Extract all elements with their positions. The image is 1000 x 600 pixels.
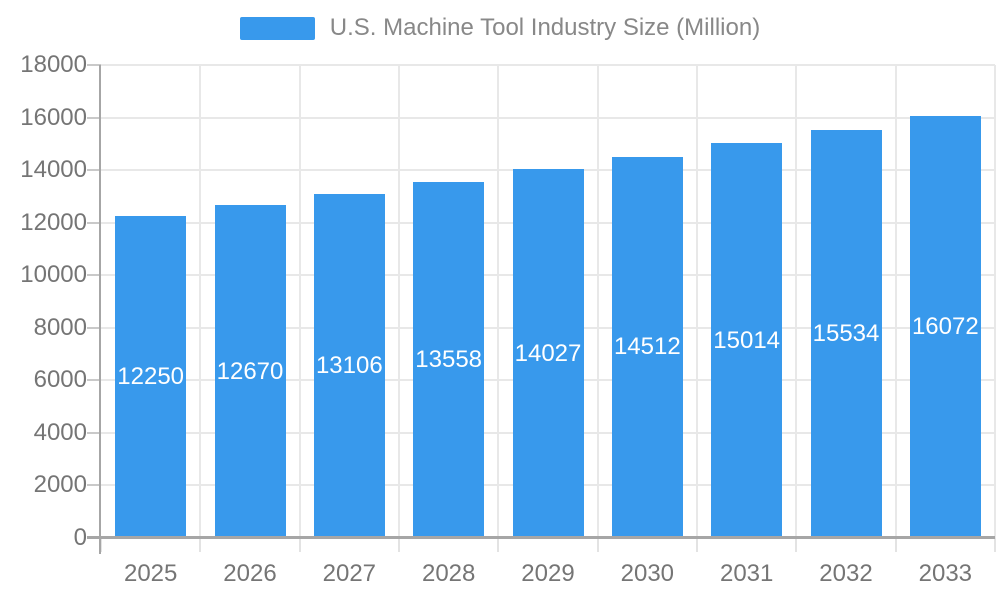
x-axis-label-2033: 2033 (918, 560, 973, 587)
x-axis-tick (298, 538, 301, 552)
x-axis-label-2026: 2026 (223, 560, 277, 587)
bar-value-label: 14512 (613, 333, 681, 361)
x-axis-label-2027: 2027 (322, 560, 377, 587)
y-axis-label: 0 (73, 524, 87, 551)
bar-value-label: 12250 (117, 363, 185, 391)
y-axis-tick (87, 326, 101, 329)
bar-2030: 14512 (611, 156, 683, 538)
y-axis-line (99, 65, 101, 554)
x-axis-tick (994, 538, 996, 552)
legend-label: U.S. Machine Tool Industry Size (Million… (329, 14, 761, 41)
bar-value-label: 15014 (713, 326, 781, 354)
x-gridline (795, 65, 798, 538)
x-axis-tick (894, 538, 897, 552)
x-axis-tick (795, 538, 798, 552)
y-axis-label: 16000 (20, 103, 87, 131)
x-axis-label-2030: 2030 (620, 560, 675, 587)
x-gridline (497, 65, 500, 538)
x-gridline (894, 65, 897, 538)
x-axis-line (87, 536, 995, 539)
y-axis-label: 10000 (20, 261, 87, 289)
y-gridline (101, 116, 995, 119)
bar-2027: 13106 (313, 193, 385, 538)
x-axis-tick (100, 538, 102, 552)
bar-2025: 12250 (115, 216, 187, 538)
x-gridline (596, 65, 599, 538)
x-axis-label-2025: 2025 (123, 560, 178, 587)
y-axis-label: 18000 (20, 51, 87, 78)
x-axis-label-2031: 2031 (719, 560, 774, 587)
y-axis-tick (87, 64, 101, 66)
y-axis-label: 6000 (33, 366, 87, 394)
x-axis-tick (497, 538, 500, 552)
bar-2033: 16072 (909, 115, 981, 538)
legend-swatch (239, 16, 315, 40)
bar-2028: 13558 (413, 181, 485, 538)
bar-2029: 14027 (512, 169, 584, 538)
x-gridline (199, 65, 202, 538)
y-axis-tick (87, 221, 101, 224)
y-axis-label: 4000 (33, 418, 87, 446)
x-axis-label-2028: 2028 (421, 560, 476, 587)
x-axis-tick (398, 538, 400, 552)
bar-2032: 15534 (810, 129, 882, 538)
y-axis-label: 8000 (33, 313, 87, 341)
y-axis-label: 12000 (20, 208, 87, 236)
bar-value-label: 16072 (911, 312, 979, 340)
bar-value-label: 13558 (415, 345, 483, 373)
y-axis-tick (87, 379, 101, 382)
bar-value-label: 12670 (216, 357, 284, 385)
bar-value-label: 14027 (514, 339, 582, 367)
y-axis-tick (87, 169, 101, 172)
x-gridline (696, 65, 698, 538)
x-axis-tick (596, 538, 599, 552)
y-axis-tick (87, 431, 101, 434)
x-axis-label-2032: 2032 (819, 560, 873, 587)
x-axis-label-2029: 2029 (521, 560, 575, 587)
bar-2031: 15014 (711, 143, 783, 538)
x-gridline (298, 65, 301, 538)
y-axis-tick (87, 484, 101, 487)
bar-value-label: 13106 (315, 351, 383, 379)
y-gridline (101, 64, 995, 66)
y-axis-tick (87, 116, 101, 119)
x-axis-tick (696, 538, 698, 552)
x-gridline (398, 65, 400, 538)
y-axis-label: 14000 (20, 156, 87, 184)
bar-value-label: 15534 (812, 319, 880, 347)
x-gridline (994, 65, 996, 538)
y-axis-tick (87, 274, 101, 277)
x-axis-tick (199, 538, 202, 552)
bar-2026: 12670 (214, 205, 286, 538)
y-axis-label: 2000 (33, 471, 87, 499)
legend[interactable]: U.S. Machine Tool Industry Size (Million… (0, 14, 1000, 42)
